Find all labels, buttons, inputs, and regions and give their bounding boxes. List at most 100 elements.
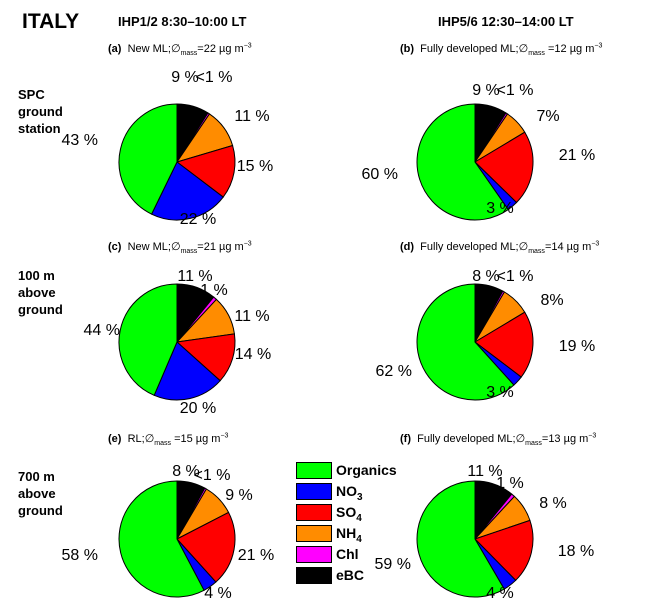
- pie-data-label: 15 %: [237, 158, 273, 175]
- legend-label: NH4: [336, 525, 362, 545]
- pie-slice-so4: [175, 144, 236, 198]
- caption-sub: mass: [180, 50, 198, 58]
- caption-letter: (f): [400, 433, 411, 445]
- legend-label: eBC: [336, 567, 365, 583]
- pie-data-label: 4 %: [204, 585, 232, 598]
- row-label-line: station: [18, 121, 61, 136]
- column-header-midday: IHP5/6 12:30–14:00 LT: [438, 14, 574, 29]
- row-label-line: 100 m: [18, 268, 55, 283]
- pie-slice-organics: [118, 480, 205, 598]
- pie-data-label: 14 %: [235, 346, 271, 363]
- row-label-100m: 100 m above ground: [18, 267, 63, 318]
- pie-slice-so4: [474, 311, 534, 378]
- caption-letter: (a): [108, 43, 122, 55]
- caption-sub: mass: [154, 440, 172, 448]
- row-label-line: above: [18, 285, 56, 300]
- legend-label: SO4: [336, 504, 362, 524]
- caption-sup: −3: [220, 432, 229, 440]
- caption-sup: −3: [591, 240, 600, 248]
- caption-f: (f) Fully developed ML;∅mass=13 µg m−3: [400, 432, 596, 447]
- pie-slice-organics: [416, 283, 515, 401]
- row-label-line: ground: [18, 104, 63, 119]
- caption-sub: mass: [525, 440, 542, 448]
- caption-text: RL;∅: [127, 433, 155, 445]
- pie-slice-organics: [118, 103, 178, 215]
- pie-data-label: <1 %: [497, 82, 534, 99]
- legend-swatch: [296, 504, 332, 521]
- pie-slice-no3: [153, 341, 221, 401]
- pie-data-label: 3 %: [486, 200, 514, 217]
- pie-data-label: 19 %: [559, 338, 595, 355]
- pie-data-label: 59 %: [375, 556, 411, 573]
- pie-slice-so4: [474, 131, 534, 204]
- legend-swatch: [296, 462, 332, 479]
- pie-data-label: 21 %: [559, 147, 595, 164]
- caption-value: =12 µg m: [544, 43, 595, 55]
- pie-slice-no3: [150, 161, 224, 221]
- caption-d: (d) Fully developed ML;∅mass=14 µg m−3: [400, 240, 599, 255]
- pie-data-label: 1 %: [200, 282, 228, 299]
- pie-slice-organics: [416, 480, 505, 598]
- row-label-spc: SPC ground station: [18, 86, 63, 137]
- caption-text: Fully developed ML;∅: [420, 241, 529, 253]
- column-header-morning: IHP1/2 8:30–10:00 LT: [118, 14, 247, 29]
- pie-slice-organics: [416, 103, 509, 221]
- pie-data-label: 9 %: [225, 487, 253, 504]
- pie-data-label: 20 %: [180, 400, 216, 417]
- pie-data-label: 22 %: [180, 211, 216, 228]
- caption-a: (a) New ML;∅mass=22 µg m−3: [108, 42, 252, 57]
- caption-letter: (b): [400, 43, 415, 55]
- legend-swatch: [296, 483, 332, 500]
- pie-data-label: <1 %: [497, 268, 534, 285]
- caption-sub: mass: [180, 248, 198, 256]
- pie-data-label: 62 %: [376, 363, 412, 380]
- caption-value: =15 µg m: [171, 433, 221, 445]
- caption-value: =13 µg m: [541, 433, 589, 445]
- caption-b: (b) Fully developed ML;∅mass =12 µg m−3: [400, 42, 602, 57]
- caption-e: (e) RL;∅mass =15 µg m−3: [108, 432, 228, 447]
- caption-sup: −3: [243, 42, 252, 50]
- row-label-line: ground: [18, 302, 63, 317]
- pie-slice-organics: [118, 283, 178, 396]
- pie-data-label: 60 %: [362, 166, 398, 183]
- row-label-line: SPC: [18, 87, 45, 102]
- caption-letter: (c): [108, 241, 122, 253]
- pie-data-label: <1 %: [196, 69, 233, 86]
- pie-data-label: 7%: [536, 108, 559, 125]
- caption-value: =21 µg m: [197, 241, 244, 253]
- pie-slice-so4: [474, 519, 534, 582]
- caption-sup: −3: [588, 432, 597, 440]
- caption-value: =14 µg m: [544, 241, 592, 253]
- pie-data-label: 8 %: [172, 463, 200, 480]
- pie-data-label: 18 %: [558, 543, 594, 560]
- caption-text: New ML;∅: [127, 43, 181, 55]
- pie-data-label: 11 %: [234, 308, 269, 325]
- legend-swatch: [296, 546, 332, 563]
- caption-text: New ML;∅: [127, 241, 181, 253]
- pie-data-label: 11 %: [234, 108, 269, 125]
- caption-value: =22 µg m: [197, 43, 244, 55]
- pie-data-label: 44 %: [84, 322, 120, 339]
- pie-data-label: 9 %: [472, 82, 500, 99]
- legend-label: Organics: [336, 462, 397, 478]
- caption-sub: mass: [528, 50, 545, 58]
- pie-data-label: 11 %: [177, 268, 212, 285]
- pie-data-label: 8 %: [539, 495, 567, 512]
- pie-data-label: 21 %: [238, 547, 274, 564]
- pie-data-label: 9 %: [171, 69, 199, 86]
- pie-slice-so4: [176, 511, 236, 583]
- caption-letter: (d): [400, 241, 415, 253]
- pie-data-label: 8 %: [472, 268, 500, 285]
- legend-label: NO3: [336, 483, 363, 503]
- legend-swatch: [296, 525, 332, 542]
- caption-text: Fully developed ML;∅: [420, 43, 529, 55]
- row-label-line: 700 m: [18, 469, 55, 484]
- pie-data-label: <1 %: [194, 467, 231, 484]
- row-label-700m: 700 m above ground: [18, 468, 63, 519]
- pie-data-label: 58 %: [62, 547, 98, 564]
- pie-data-label: 8%: [540, 292, 563, 309]
- caption-letter: (e): [108, 433, 122, 445]
- legend-swatch: [296, 567, 332, 584]
- caption-sup: −3: [594, 42, 603, 50]
